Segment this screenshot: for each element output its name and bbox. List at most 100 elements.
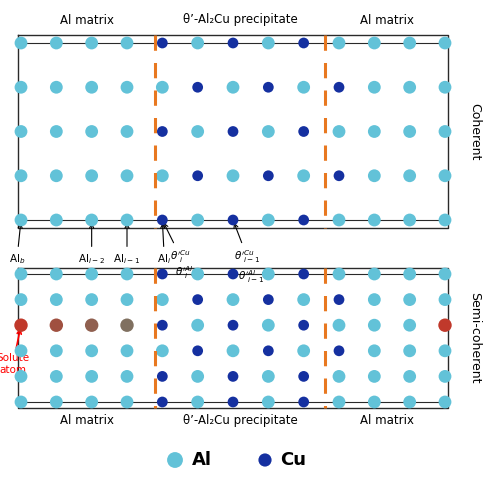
Point	[300, 270, 308, 278]
Point	[335, 172, 343, 180]
Point	[17, 398, 25, 406]
Point	[229, 128, 237, 136]
Point	[441, 321, 449, 329]
Point	[123, 295, 131, 303]
Point	[123, 172, 131, 180]
Text: θ’-Al₂Cu precipitate: θ’-Al₂Cu precipitate	[182, 14, 298, 27]
Point	[335, 39, 343, 47]
Point	[17, 84, 25, 91]
Point	[123, 270, 131, 278]
Text: $\theta'^{Al}_{i}$: $\theta'^{Al}_{i}$	[175, 264, 197, 281]
Point	[123, 84, 131, 91]
Point	[123, 398, 131, 406]
Point	[229, 321, 237, 329]
Point	[300, 372, 308, 380]
Point	[370, 39, 378, 47]
Point	[88, 295, 96, 303]
Point	[264, 270, 272, 278]
Point	[158, 295, 166, 303]
Point	[335, 398, 343, 406]
Point	[52, 321, 60, 329]
Point	[229, 270, 237, 278]
Point	[52, 39, 60, 47]
Point	[17, 295, 25, 303]
Point	[264, 128, 272, 136]
Point	[194, 295, 202, 303]
Text: Cu: Cu	[280, 451, 306, 469]
Point	[370, 128, 378, 136]
Point	[17, 372, 25, 380]
Text: $\theta'^{Cu}_{i-1}$: $\theta'^{Cu}_{i-1}$	[234, 224, 260, 265]
Point	[300, 295, 308, 303]
Point	[441, 347, 449, 355]
Text: Coherent: Coherent	[468, 103, 481, 160]
Point	[229, 39, 237, 47]
Point	[406, 295, 413, 303]
Point	[264, 321, 272, 329]
Point	[52, 398, 60, 406]
Point	[406, 347, 413, 355]
Point	[52, 216, 60, 224]
Point	[261, 456, 269, 464]
Point	[229, 84, 237, 91]
Point	[17, 216, 25, 224]
Point	[88, 321, 96, 329]
Point	[123, 39, 131, 47]
Text: Al matrix: Al matrix	[60, 414, 114, 427]
Point	[300, 39, 308, 47]
Point	[406, 216, 413, 224]
Point	[335, 321, 343, 329]
Point	[17, 39, 25, 47]
Text: Al matrix: Al matrix	[360, 14, 414, 27]
Point	[441, 216, 449, 224]
Point	[264, 398, 272, 406]
Point	[88, 398, 96, 406]
Point	[300, 216, 308, 224]
Point	[88, 270, 96, 278]
Point	[194, 347, 202, 355]
Text: θ’-Al₂Cu precipitate: θ’-Al₂Cu precipitate	[182, 414, 298, 427]
Point	[264, 84, 272, 91]
Point	[194, 39, 202, 47]
Point	[158, 398, 166, 406]
Point	[264, 347, 272, 355]
Text: $\theta'^{Cu}_{i}$: $\theta'^{Cu}_{i}$	[164, 224, 191, 265]
Point	[88, 128, 96, 136]
Point	[194, 216, 202, 224]
Point	[17, 347, 25, 355]
Point	[406, 398, 413, 406]
Point	[123, 321, 131, 329]
Point	[441, 128, 449, 136]
Point	[194, 372, 202, 380]
Point	[171, 456, 179, 464]
Point	[52, 347, 60, 355]
Point	[264, 172, 272, 180]
Point	[335, 128, 343, 136]
Point	[229, 172, 237, 180]
Point	[158, 372, 166, 380]
Point	[52, 128, 60, 136]
Point	[88, 216, 96, 224]
Point	[300, 84, 308, 91]
Point	[335, 372, 343, 380]
Point	[441, 295, 449, 303]
Point	[229, 295, 237, 303]
Point	[370, 172, 378, 180]
Point	[158, 270, 166, 278]
Text: Semi-coherent: Semi-coherent	[468, 292, 481, 384]
Point	[17, 172, 25, 180]
Point	[370, 216, 378, 224]
Point	[17, 270, 25, 278]
Point	[300, 398, 308, 406]
Point	[17, 128, 25, 136]
Text: Al matrix: Al matrix	[60, 14, 114, 27]
Point	[264, 372, 272, 380]
Point	[335, 84, 343, 91]
Point	[370, 321, 378, 329]
Point	[406, 270, 413, 278]
Point	[88, 172, 96, 180]
Point	[194, 84, 202, 91]
Point	[88, 84, 96, 91]
Point	[123, 128, 131, 136]
Point	[229, 216, 237, 224]
